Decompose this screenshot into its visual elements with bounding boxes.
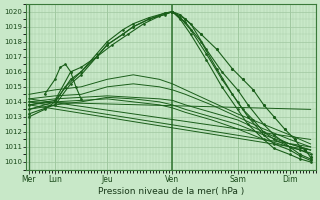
X-axis label: Pression niveau de la mer( hPa ): Pression niveau de la mer( hPa ) xyxy=(98,187,244,196)
